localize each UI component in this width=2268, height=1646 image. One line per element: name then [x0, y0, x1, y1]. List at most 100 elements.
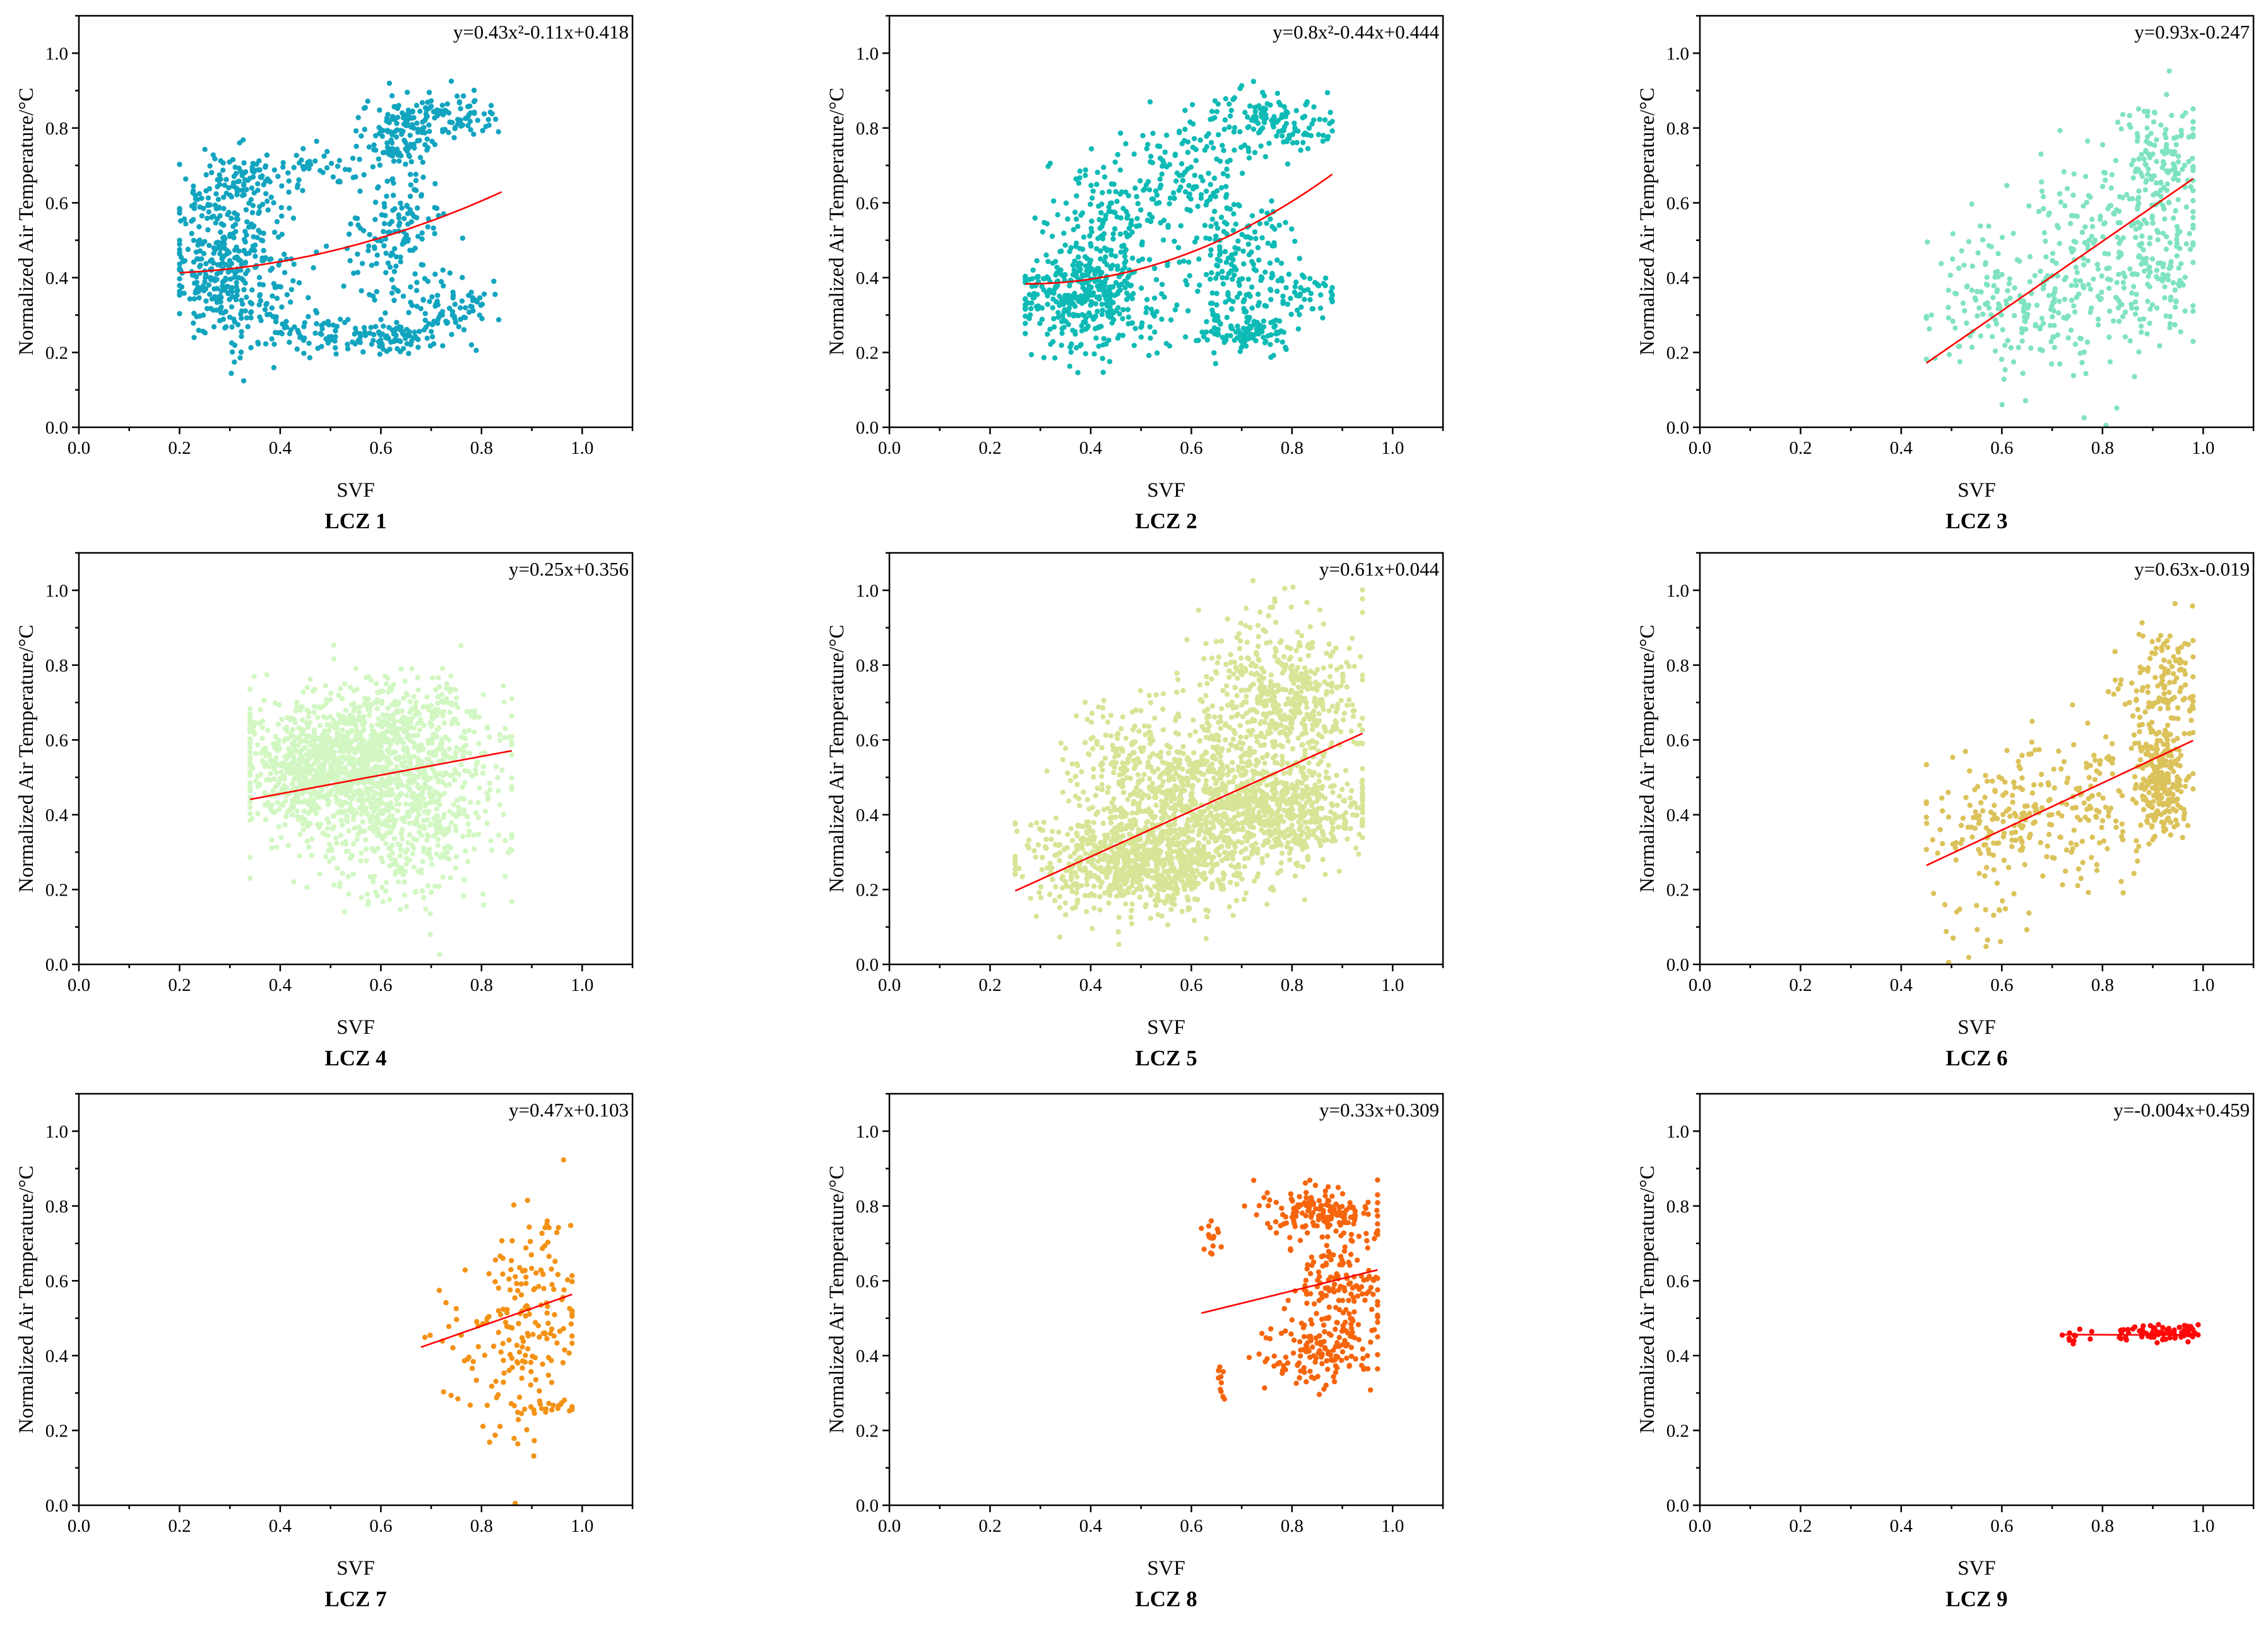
data-point — [1116, 333, 1122, 338]
data-point — [371, 801, 377, 807]
data-point — [240, 137, 246, 143]
data-point — [444, 101, 450, 107]
data-point — [218, 240, 224, 246]
data-point — [360, 714, 367, 719]
data-point — [408, 284, 413, 290]
data-point — [290, 726, 296, 733]
data-point — [294, 346, 300, 352]
data-point — [362, 701, 367, 708]
data-point — [210, 260, 217, 266]
data-point — [1258, 110, 1264, 117]
data-point — [1101, 291, 1107, 297]
data-point — [290, 812, 295, 818]
data-point — [293, 794, 299, 800]
data-point — [1208, 329, 1214, 335]
data-point — [424, 114, 430, 119]
data-point — [225, 211, 230, 218]
data-point — [1091, 351, 1097, 357]
data-point — [363, 675, 369, 680]
data-point — [331, 824, 337, 830]
data-point — [436, 884, 442, 889]
data-point — [183, 221, 189, 227]
data-point — [1297, 293, 1302, 299]
data-point — [1057, 293, 1062, 299]
data-point — [422, 803, 428, 809]
data-point — [338, 743, 345, 749]
data-point — [1158, 182, 1164, 188]
data-point — [1062, 293, 1068, 300]
data-point — [382, 718, 388, 723]
data-point — [1114, 214, 1120, 220]
data-point — [1122, 285, 1128, 290]
data-point — [2120, 314, 2126, 319]
data-point — [344, 814, 350, 819]
data-point — [1204, 319, 1209, 324]
data-point — [2182, 162, 2188, 169]
data-point — [1983, 281, 1989, 287]
data-point — [1928, 312, 1935, 318]
data-point — [1216, 132, 1221, 138]
data-point — [1163, 133, 1170, 138]
data-point — [2062, 203, 2068, 209]
data-point — [1208, 117, 1213, 122]
data-point — [1938, 261, 1944, 266]
data-point — [1226, 101, 1232, 107]
scatter-points — [1023, 78, 1335, 376]
data-point — [1285, 161, 1291, 167]
data-point — [1978, 289, 1984, 295]
data-point — [2005, 338, 2010, 343]
data-point — [207, 163, 213, 169]
x-tick-label: 0.4 — [269, 438, 292, 458]
data-point — [1045, 259, 1051, 264]
data-point — [215, 177, 220, 182]
y-tick-label: 0.4 — [45, 268, 69, 288]
data-point — [442, 845, 448, 851]
data-point — [405, 809, 410, 815]
data-point — [1028, 305, 1034, 312]
data-point — [1211, 350, 1217, 356]
data-point — [1036, 890, 1042, 896]
data-point — [433, 733, 439, 738]
data-point — [177, 206, 182, 211]
data-point — [359, 133, 364, 139]
data-point — [1134, 194, 1139, 199]
data-point — [1293, 108, 1299, 114]
data-point — [247, 811, 253, 817]
data-point — [473, 771, 479, 777]
data-point — [189, 272, 196, 278]
data-point — [377, 352, 383, 357]
data-point — [1196, 256, 1202, 262]
data-point — [270, 293, 275, 299]
data-point — [383, 880, 389, 885]
data-point — [1960, 300, 1966, 306]
data-point — [372, 849, 377, 855]
data-point — [2105, 206, 2111, 211]
x-tick-label: 0.0 — [68, 975, 90, 995]
data-point — [2167, 321, 2173, 327]
data-point — [2139, 151, 2144, 157]
data-point — [257, 167, 263, 173]
data-point — [1246, 155, 1252, 161]
data-point — [232, 319, 238, 325]
data-point — [229, 289, 235, 295]
data-point — [1067, 364, 1072, 369]
data-point — [1120, 316, 1125, 322]
data-point — [2050, 314, 2055, 320]
data-point — [461, 93, 466, 99]
data-point — [288, 731, 294, 737]
data-point — [1182, 138, 1187, 143]
data-point — [282, 822, 288, 827]
data-point — [362, 126, 367, 133]
data-point — [2004, 182, 2010, 189]
data-point — [286, 178, 292, 184]
data-point — [395, 739, 401, 745]
y-tick-label: 0.6 — [45, 193, 68, 213]
data-point — [2178, 329, 2183, 335]
data-point — [1100, 307, 1105, 313]
data-point — [1078, 341, 1084, 347]
data-point — [1229, 306, 1235, 312]
data-point — [352, 331, 357, 337]
data-point — [2175, 197, 2181, 203]
data-point — [1228, 107, 1234, 114]
data-point — [1245, 114, 1250, 120]
